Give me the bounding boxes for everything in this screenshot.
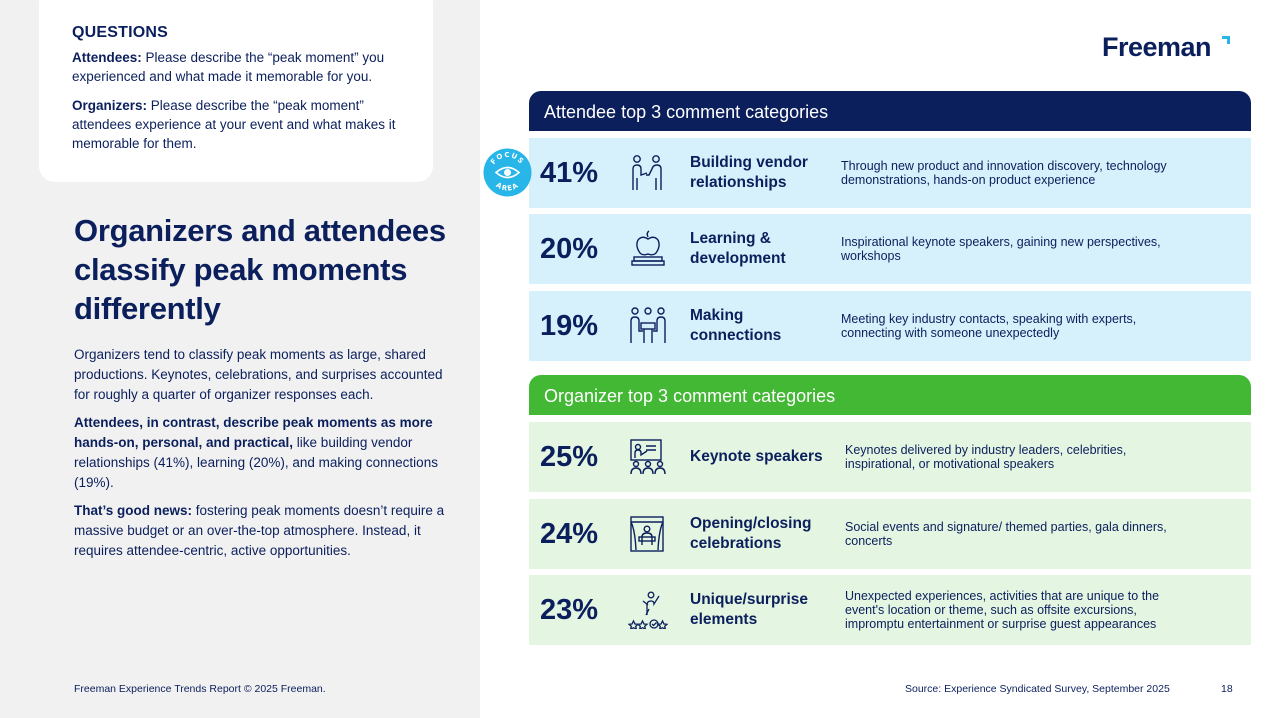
attendees-question-text: Please describe the “peak moment” you ex…	[72, 50, 385, 84]
page-headline: Organizers and attendees classify peak m…	[74, 213, 446, 326]
organizer-section-header: Organizer top 3 comment categories	[529, 375, 1251, 415]
questions-card: QUESTIONS Attendees: Please describe the…	[39, 0, 433, 182]
handshake-people-icon	[632, 155, 662, 190]
organizer-row-2-pct: 24%	[540, 517, 599, 550]
organizer-row-2-desc: Social events and signature/ themed part…	[845, 520, 1167, 548]
svg-text:AREA: AREA	[494, 181, 520, 193]
attendees-label: Attendees:	[72, 50, 142, 65]
apple-books-icon	[631, 230, 665, 266]
attendees-question: Attendees: Please describe the “peak mom…	[72, 48, 403, 86]
organizer-row-3-category: Unique/surprise elements	[690, 591, 808, 628]
attendee-row-1-category: Building vendor relationships	[690, 154, 808, 191]
organizers-question: Organizers: Please describe the “peak mo…	[72, 96, 403, 153]
attendee-row-1: 41% Building vendor relationships Throug…	[529, 138, 1251, 208]
body-paragraph-2-bold: Attendees, in contrast, describe peak mo…	[74, 415, 433, 450]
meeting-table-icon	[630, 307, 666, 343]
organizer-row-3: 23% Unique/surprise elements Unexpected …	[529, 575, 1251, 645]
attendee-row-1-desc: Through new product and innovation disco…	[841, 159, 1167, 187]
person-stars-icon	[628, 591, 668, 629]
organizer-row-1-pct: 25%	[540, 440, 599, 473]
attendee-row-1-pct: 41%	[540, 156, 599, 189]
organizer-row-1-category: Keynote speakers	[690, 448, 823, 465]
body-paragraph-1: Organizers tend to classify peak moments…	[74, 347, 443, 402]
organizer-row-1-desc: Keynotes delivered by industry leaders, …	[845, 443, 1127, 471]
attendee-section-header: Attendee top 3 comment categories	[529, 91, 1251, 131]
organizer-row-2: 24% Opening/closing celebrations Social …	[529, 499, 1251, 569]
attendee-row-2: 20% Learning & development Inspirational…	[529, 214, 1251, 284]
page-number: 18	[1221, 683, 1233, 695]
body-text: Organizers tend to classify peak moments…	[74, 345, 456, 569]
organizer-row-3-pct: 23%	[540, 593, 599, 626]
organizer-row-3-desc: Unexpected experiences, activities that …	[845, 589, 1160, 631]
presentation-audience-icon	[630, 439, 666, 475]
body-paragraph-3-bold: That’s good news:	[74, 503, 192, 518]
attendee-row-2-pct: 20%	[540, 232, 599, 265]
stage-curtain-icon	[630, 516, 664, 552]
body-paragraph-2: Attendees, in contrast, describe peak mo…	[74, 413, 456, 493]
logo-accent-mark	[1222, 36, 1230, 44]
body-paragraph-3-rest: fostering peak moments doesn’t require a…	[74, 503, 445, 558]
organizers-label: Organizers:	[72, 98, 148, 113]
attendee-row-3: 19% Making connections Meeting key indus…	[529, 291, 1251, 361]
organizer-row-2-category: Opening/closing celebrations	[690, 515, 812, 552]
footer-source: Source: Experience Syndicated Survey, Se…	[905, 683, 1170, 695]
attendee-row-3-pct: 19%	[540, 309, 599, 342]
attendee-row-2-category: Learning & development	[690, 230, 786, 267]
attendee-row-2-desc: Inspirational keynote speakers, gaining …	[841, 235, 1161, 263]
organizers-question-text: Please describe the “peak moment” attend…	[72, 98, 396, 151]
questions-heading: QUESTIONS	[72, 24, 169, 41]
attendee-row-3-category: Making connections	[690, 307, 782, 344]
body-paragraph-2-rest: like building vendor relationships (41%)…	[74, 435, 438, 490]
body-paragraph-3: That’s good news: fostering peak moments…	[74, 501, 456, 561]
attendee-row-3-desc: Meeting key industry contacts, speaking …	[841, 312, 1137, 340]
focus-area-badge: FOCUS AREA	[483, 148, 532, 197]
freeman-logo: Freeman	[1102, 32, 1212, 62]
footer-copyright: Freeman Experience Trends Report © 2025 …	[74, 683, 326, 695]
organizer-row-1: 25% Keynote speakers Keynotes delivered …	[529, 422, 1251, 492]
focus-badge-bottom-text: AREA	[494, 181, 519, 193]
